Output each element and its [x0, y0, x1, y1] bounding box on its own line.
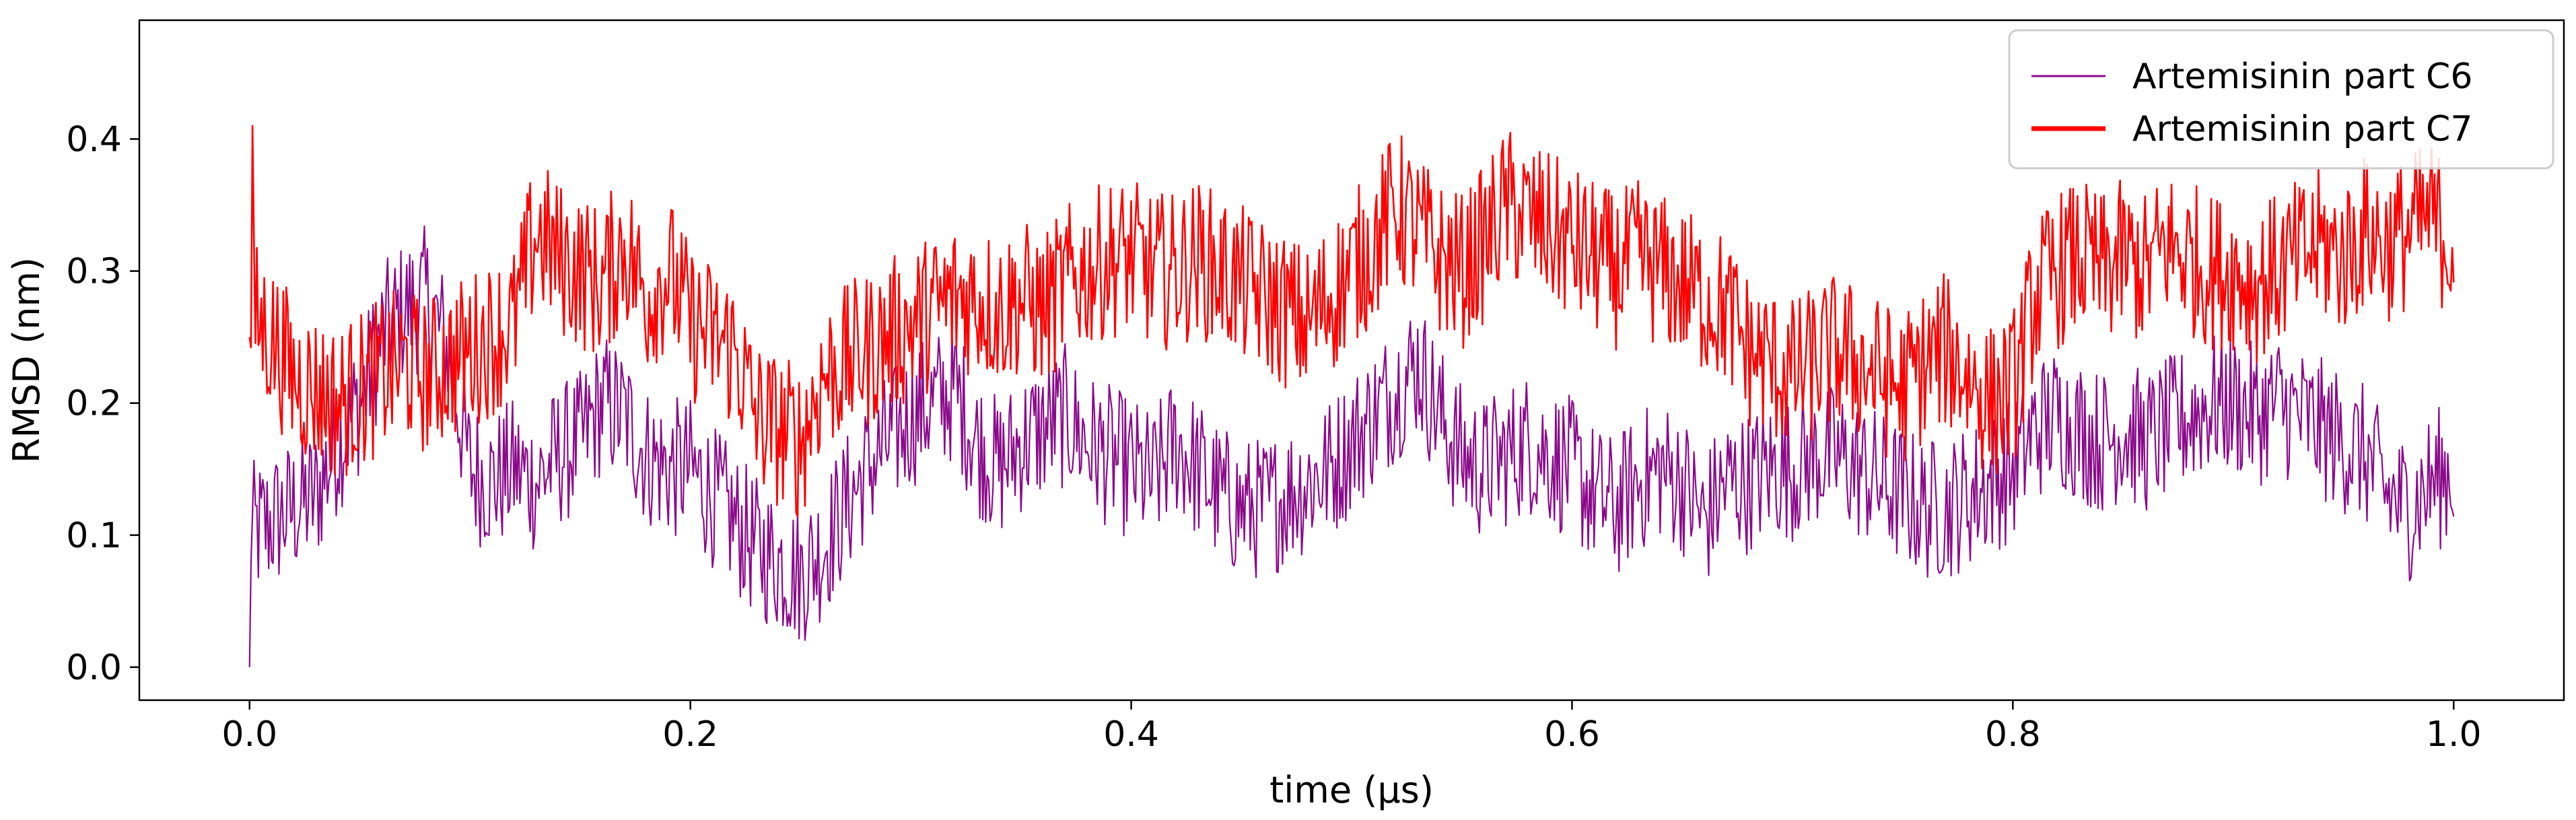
y-tick-label: 0.3	[66, 252, 122, 292]
series-line-c7	[248, 125, 2455, 518]
x-axis-label: time (µs)	[1269, 769, 1434, 811]
y-tick-label: 0.4	[66, 120, 122, 160]
x-tick-label: 0.6	[1544, 714, 1600, 755]
x-tick-label: 0.0	[221, 714, 277, 755]
y-tick-label: 0.2	[66, 384, 122, 424]
x-tick-label: 0.8	[1985, 714, 2041, 755]
plot-frame	[138, 19, 2565, 702]
legend-box	[2008, 29, 2554, 170]
y-axis: 0.0 0.1 0.2 0.3 0.4	[66, 120, 139, 688]
series-layer	[248, 125, 2455, 668]
x-tick-label: 1.0	[2426, 714, 2482, 755]
y-tick-label: 0.0	[66, 648, 122, 688]
legend-label-c6: Artemisinin part C6	[2132, 57, 2472, 97]
series-line-c6	[248, 225, 2455, 668]
legend-label-c7: Artemisinin part C7	[2132, 109, 2472, 149]
x-tick-label: 0.4	[1103, 714, 1159, 755]
x-axis: 0.0 0.2 0.4 0.6 0.8 1.0	[221, 700, 2482, 755]
y-axis-label: RMSD (nm)	[5, 257, 48, 463]
legend: Artemisinin part C6 Artemisinin part C7	[2008, 29, 2554, 170]
x-tick-label: 0.2	[662, 714, 718, 755]
y-tick-label: 0.1	[66, 516, 122, 556]
